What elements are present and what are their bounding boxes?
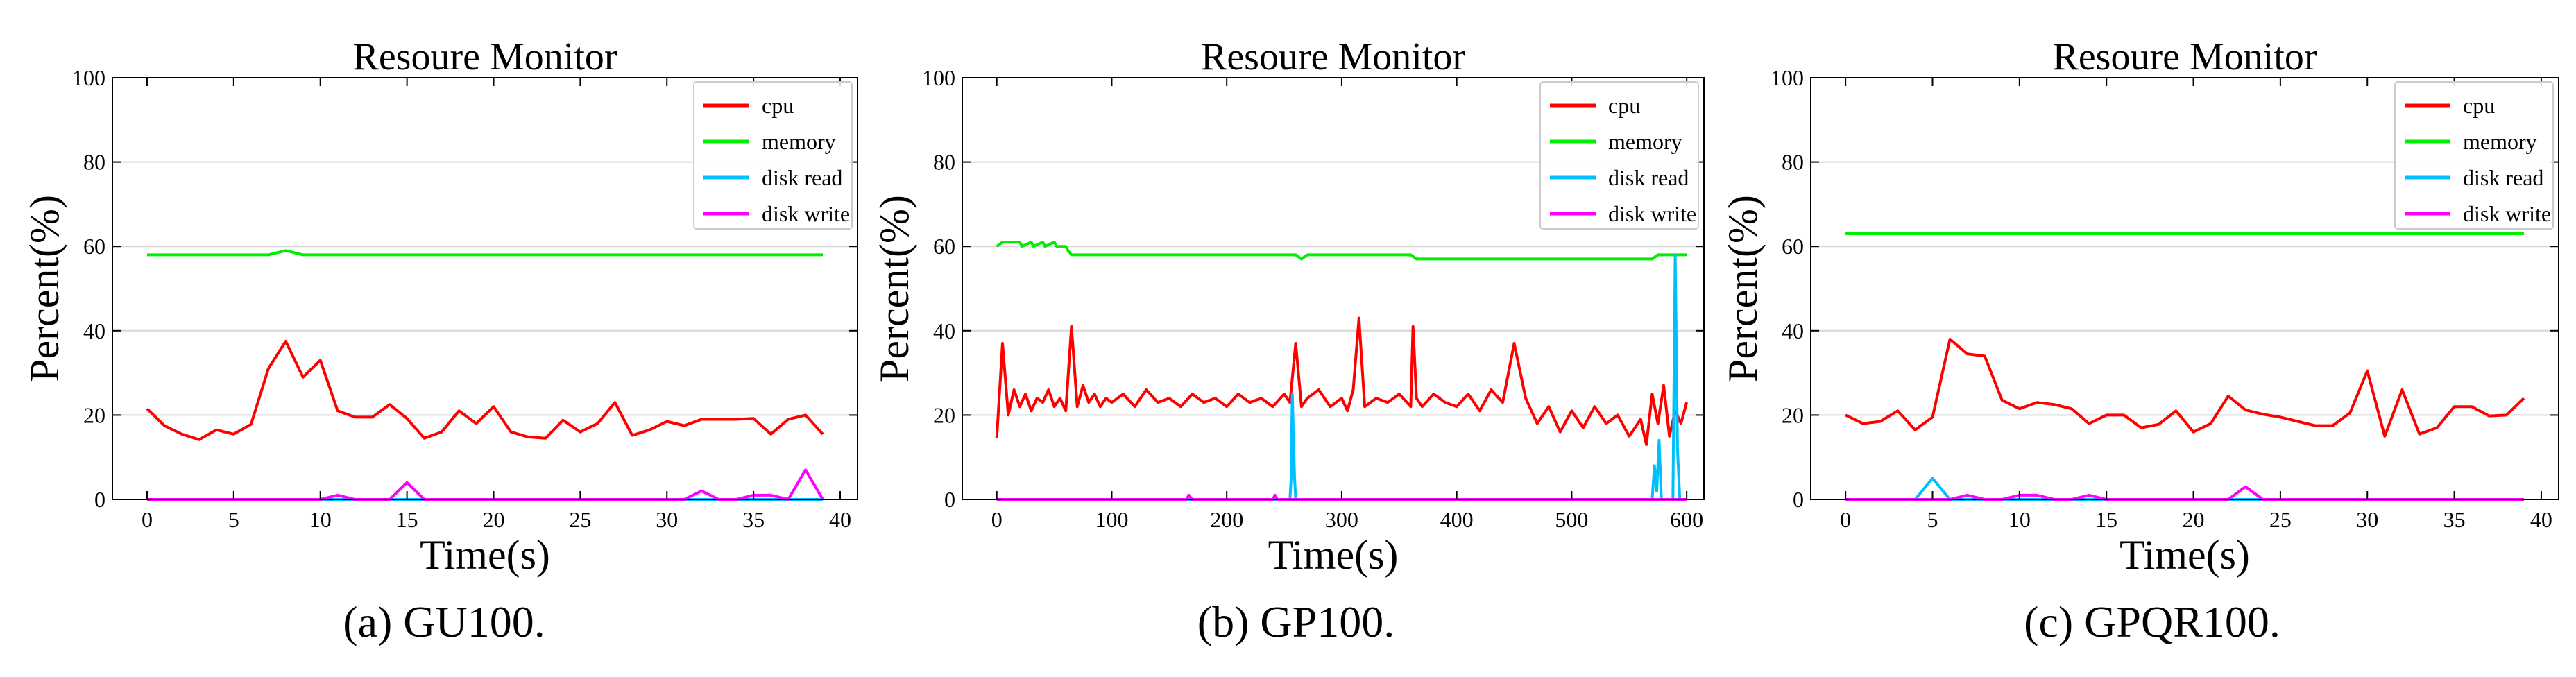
x-tick-label: 10	[309, 507, 332, 532]
x-tick-label: 500	[1555, 507, 1588, 532]
chart-title: Resoure Monitor	[1201, 35, 1465, 78]
x-tick-label: 200	[1210, 507, 1243, 532]
y-tick-label: 60	[83, 234, 105, 259]
legend-label: cpu	[2463, 93, 2495, 118]
y-tick-label: 20	[933, 402, 955, 427]
y-tick-label: 100	[1771, 65, 1804, 90]
legend-label: memory	[1608, 129, 1682, 154]
plot-frame	[962, 77, 1705, 500]
legend-label: memory	[762, 129, 836, 154]
x-tick-label: 0	[142, 507, 153, 532]
x-tick-label: 300	[1325, 507, 1358, 532]
legend-label: disk read	[762, 165, 842, 190]
x-tick-label: 30	[2356, 507, 2378, 532]
x-tick-label: 35	[742, 507, 765, 532]
legend-label: disk read	[1608, 165, 1689, 190]
chart-panel-0: 0 20 40 60 80 100 0 5 10 15 20 25 30 35 40 Resoure Moni…	[22, 35, 858, 578]
y-tick-label: 20	[1782, 402, 1804, 427]
caption-b: (b) GP100.	[1197, 597, 1395, 646]
series-line-disk-write	[147, 468, 824, 501]
x-tick-label: 0	[991, 507, 1003, 532]
y-tick-label: 100	[72, 65, 105, 90]
chart-title: Resoure Monitor	[352, 35, 617, 78]
y-tick-label: 100	[922, 65, 955, 90]
x-tick-label: 40	[2530, 507, 2552, 532]
x-tick-label: 400	[1440, 507, 1474, 532]
legend-label: disk read	[2463, 165, 2543, 190]
series-line-disk-read	[996, 253, 1687, 501]
series-line-cpu	[995, 316, 1689, 446]
legend-box	[693, 81, 853, 230]
legend-label: disk write	[2463, 201, 2551, 226]
y-tick-label: 60	[933, 234, 955, 259]
x-tick-label: 25	[2269, 507, 2292, 532]
x-tick-label: 5	[1927, 507, 1938, 532]
legend-label: disk write	[762, 201, 850, 226]
series-line-cpu	[146, 340, 824, 441]
y-tick-label: 40	[83, 318, 105, 343]
x-tick-label: 35	[2443, 507, 2466, 532]
x-tick-label: 40	[829, 507, 851, 532]
y-tick-label: 80	[1782, 150, 1804, 175]
y-axis-label: Percent(%)	[871, 195, 917, 382]
series-line-cpu	[1845, 338, 2525, 438]
caption-a: (a) GU100.	[343, 597, 545, 646]
y-axis-label: Percent(%)	[22, 195, 67, 382]
y-axis-label: Percent(%)	[1720, 195, 1766, 382]
y-tick-label: 20	[83, 402, 105, 427]
x-tick-label: 0	[1840, 507, 1851, 532]
x-axis-label: Time(s)	[420, 532, 550, 578]
x-tick-label: 15	[2095, 507, 2117, 532]
y-tick-label: 80	[933, 150, 955, 175]
x-tick-label: 5	[228, 507, 239, 532]
x-tick-label: 20	[2183, 507, 2205, 532]
y-tick-label: 40	[933, 318, 955, 343]
y-tick-label: 0	[1793, 487, 1804, 512]
y-tick-label: 40	[1782, 318, 1804, 343]
x-tick-label: 10	[2008, 507, 2031, 532]
chart-title: Resoure Monitor	[2052, 35, 2317, 78]
plot-frame	[112, 77, 858, 500]
y-tick-label: 0	[944, 487, 955, 512]
y-tick-label: 60	[1782, 234, 1804, 259]
x-tick-label: 15	[396, 507, 418, 532]
legend-box	[1539, 81, 1699, 230]
caption-c: (c) GPQR100.	[2024, 597, 2280, 646]
chart-panel-1: 0 20 40 60 80 100 0 100 200 300 400 500 600 Resoure M…	[871, 35, 1705, 578]
y-tick-label: 0	[94, 487, 105, 512]
series-line-disk-read	[1845, 477, 2524, 501]
x-tick-label: 100	[1095, 507, 1128, 532]
x-tick-label: 30	[656, 507, 678, 532]
legend-label: cpu	[762, 93, 794, 118]
x-tick-label: 600	[1670, 507, 1703, 532]
legend-label: disk write	[1608, 201, 1696, 226]
legend-label: memory	[2463, 129, 2537, 154]
x-axis-label: Time(s)	[1268, 532, 1399, 578]
legend-box	[2394, 81, 2554, 230]
x-axis-label: Time(s)	[2119, 532, 2250, 578]
series-line-memory	[147, 249, 823, 257]
plot-frame	[1810, 77, 2559, 500]
chart-panel-2: 0 20 40 60 80 100 0 5 10 15 20 25 30 35 40 Resoure Moni…	[1720, 35, 2559, 578]
y-tick-label: 80	[83, 150, 105, 175]
x-tick-label: 20	[482, 507, 504, 532]
x-tick-label: 25	[569, 507, 591, 532]
legend-label: cpu	[1608, 93, 1640, 118]
series-line-memory	[996, 241, 1687, 261]
